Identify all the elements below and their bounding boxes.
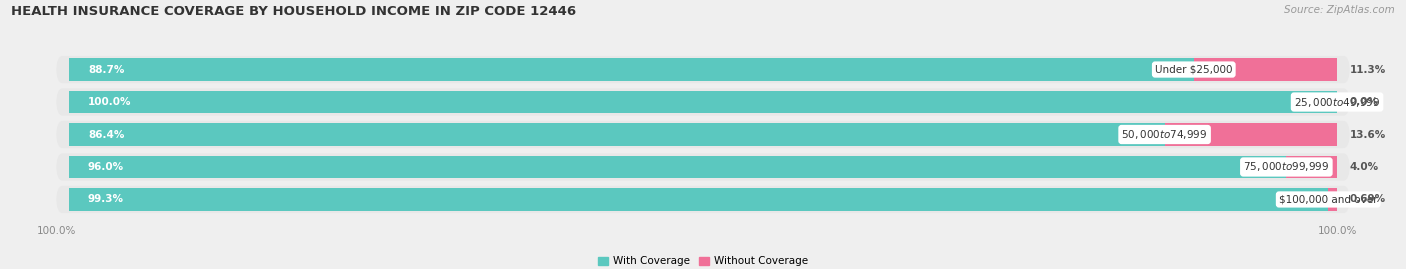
Text: $25,000 to $49,999: $25,000 to $49,999 bbox=[1294, 95, 1381, 108]
FancyBboxPatch shape bbox=[56, 186, 1350, 213]
Text: $50,000 to $74,999: $50,000 to $74,999 bbox=[1122, 128, 1208, 141]
Bar bbox=[1329, 188, 1337, 211]
Text: 0.69%: 0.69% bbox=[1350, 194, 1386, 204]
FancyBboxPatch shape bbox=[56, 121, 1350, 148]
Text: Source: ZipAtlas.com: Source: ZipAtlas.com bbox=[1284, 5, 1395, 15]
Bar bbox=[69, 156, 1286, 178]
Legend: With Coverage, Without Coverage: With Coverage, Without Coverage bbox=[593, 252, 813, 269]
Bar bbox=[69, 91, 1337, 113]
Text: Under $25,000: Under $25,000 bbox=[1154, 65, 1233, 75]
Text: 13.6%: 13.6% bbox=[1350, 129, 1386, 140]
Text: 100.0%: 100.0% bbox=[89, 97, 131, 107]
Text: 0.0%: 0.0% bbox=[1350, 97, 1379, 107]
FancyBboxPatch shape bbox=[56, 56, 1350, 83]
FancyBboxPatch shape bbox=[56, 153, 1350, 180]
Text: HEALTH INSURANCE COVERAGE BY HOUSEHOLD INCOME IN ZIP CODE 12446: HEALTH INSURANCE COVERAGE BY HOUSEHOLD I… bbox=[11, 5, 576, 18]
Text: 88.7%: 88.7% bbox=[89, 65, 124, 75]
Bar bbox=[1194, 58, 1337, 81]
Bar bbox=[1286, 156, 1337, 178]
Text: 96.0%: 96.0% bbox=[89, 162, 124, 172]
Text: $75,000 to $99,999: $75,000 to $99,999 bbox=[1243, 161, 1330, 174]
Text: 99.3%: 99.3% bbox=[89, 194, 124, 204]
Bar bbox=[69, 188, 1329, 211]
Text: 4.0%: 4.0% bbox=[1350, 162, 1379, 172]
Bar bbox=[69, 123, 1164, 146]
Text: 86.4%: 86.4% bbox=[89, 129, 124, 140]
Text: 11.3%: 11.3% bbox=[1350, 65, 1386, 75]
FancyBboxPatch shape bbox=[56, 89, 1350, 116]
Bar bbox=[69, 58, 1194, 81]
Text: $100,000 and over: $100,000 and over bbox=[1279, 194, 1378, 204]
Bar bbox=[1164, 123, 1337, 146]
